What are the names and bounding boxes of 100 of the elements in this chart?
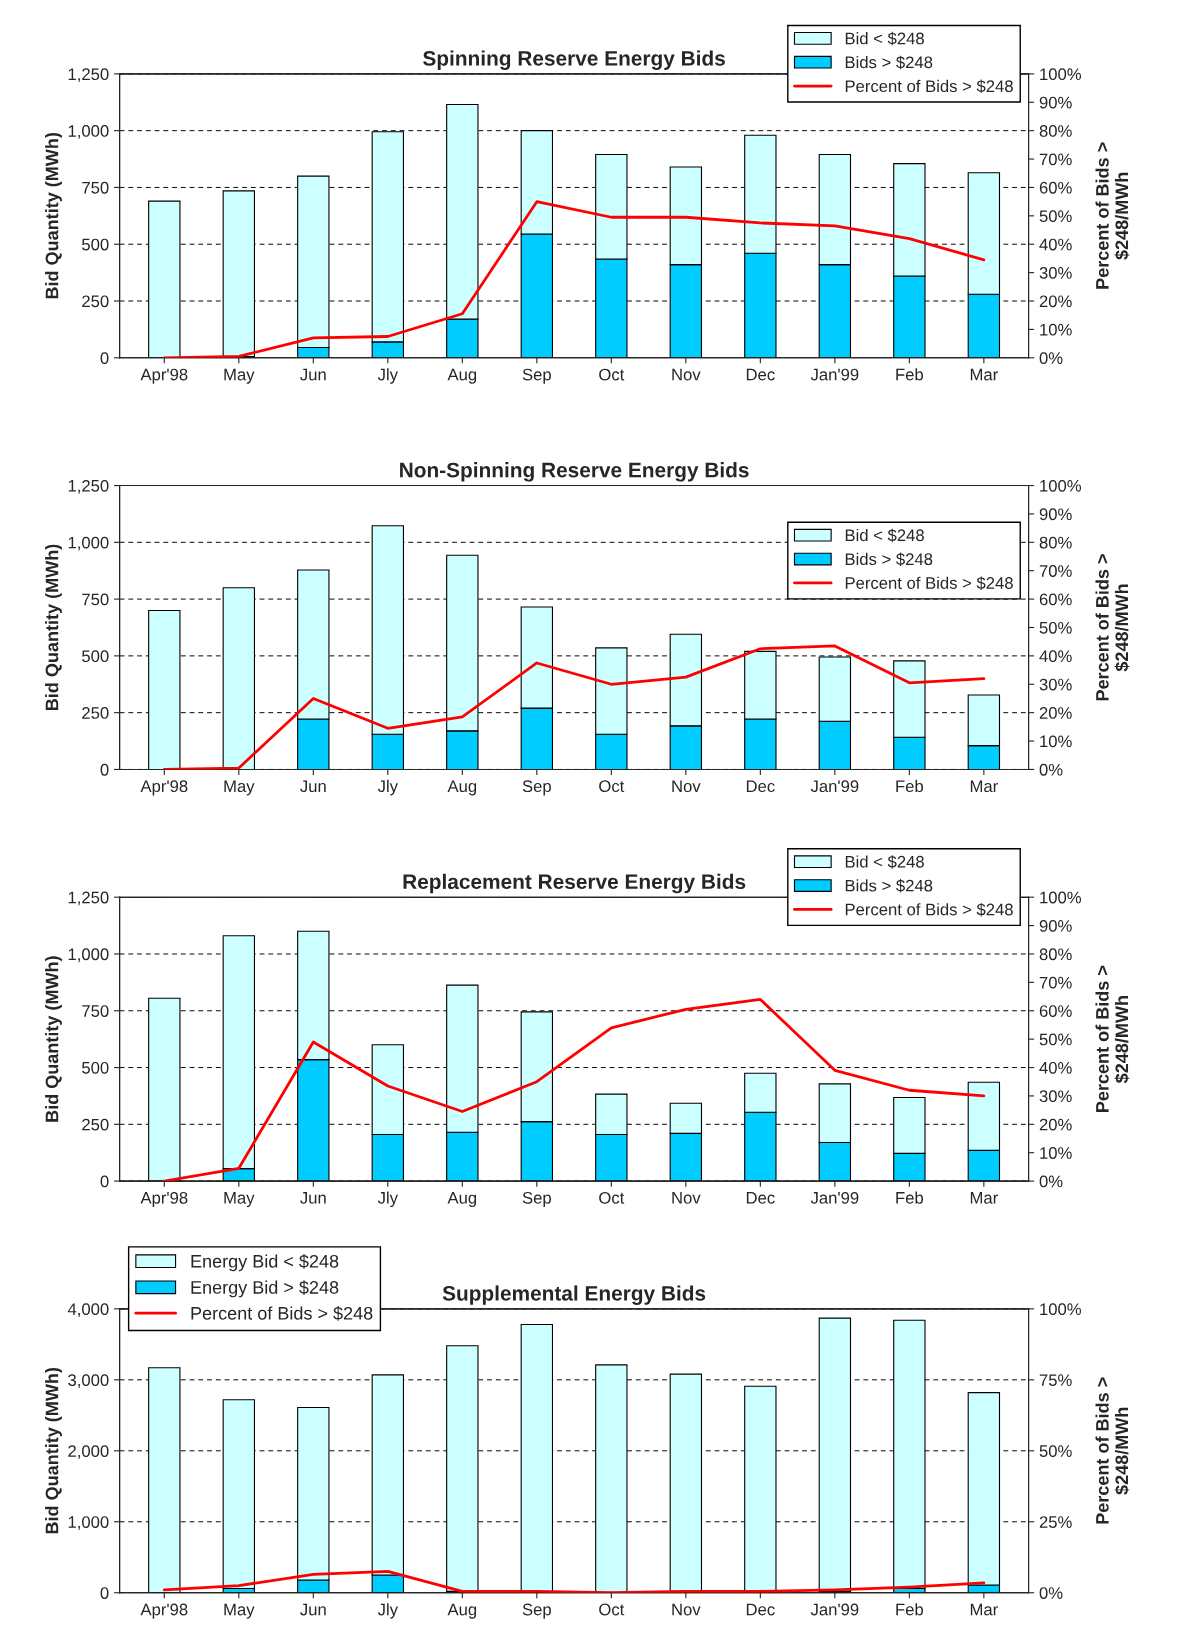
chart-title: Non-Spinning Reserve Energy Bids bbox=[400, 462, 749, 482]
x-tick-label: Jly bbox=[377, 1191, 398, 1208]
y-tick-label: 1,000 bbox=[68, 948, 109, 963]
y2-tick-label: 40% bbox=[1039, 650, 1072, 663]
x-tick-label: Feb bbox=[896, 1603, 924, 1616]
x-tick-label: Oct bbox=[599, 1191, 625, 1204]
y2-tick-label: 90% bbox=[1039, 96, 1072, 109]
y-tick-label: 0 bbox=[100, 352, 109, 364]
y-tick-label: 1,250 bbox=[68, 891, 109, 906]
y-tick-label: 250 bbox=[82, 707, 109, 719]
x-tick-label: May bbox=[224, 780, 255, 796]
y2-tick-label: 60% bbox=[1039, 593, 1072, 606]
x-tick-label: May bbox=[224, 1603, 255, 1619]
y-tick-label: 1,250 bbox=[68, 68, 109, 83]
x-tick-label: Sep bbox=[522, 1191, 551, 1208]
y2-tick-label: 10% bbox=[1040, 735, 1072, 748]
x-tick-label: Apr'98 bbox=[140, 1603, 188, 1619]
y2-tick-label: 80% bbox=[1039, 948, 1072, 961]
x-tick-label: Jly bbox=[377, 779, 398, 796]
x-tick-label: Aug bbox=[447, 1192, 477, 1208]
chart-title: Replacement Reserve Energy Bids bbox=[403, 873, 746, 894]
y2-tick-label: 60% bbox=[1039, 181, 1072, 194]
y2-axis-title: Percent of Bids > $248/MWh bbox=[1095, 965, 1130, 1112]
y2-axis-title: Percent of Bids > $248/MWh bbox=[1095, 142, 1130, 289]
y-tick-label: 750 bbox=[82, 593, 109, 606]
y-tick-label: 1,250 bbox=[68, 479, 109, 494]
x-tick-label: Nov bbox=[672, 368, 701, 381]
x-tick-label: Jun bbox=[300, 1603, 326, 1616]
y-tick-label: 750 bbox=[82, 181, 109, 194]
x-tick-label: Apr'98 bbox=[140, 368, 188, 384]
x-tick-label: Nov bbox=[672, 780, 701, 793]
x-tick-label: Dec bbox=[746, 780, 775, 793]
legend-label: Percent of Bids > $248 bbox=[845, 576, 1013, 590]
legend-label: Bid < $248 bbox=[845, 31, 924, 46]
y2-tick-label: 50% bbox=[1039, 210, 1072, 223]
y2-tick-label: 80% bbox=[1039, 125, 1072, 137]
legend-label: Percent of Bids > $248 bbox=[845, 79, 1013, 94]
x-tick-label: Apr'98 bbox=[140, 780, 188, 796]
legend-label: Energy Bid < $248 bbox=[191, 1254, 339, 1272]
x-tick-label: Feb bbox=[896, 779, 924, 793]
y-tick-label: 3,000 bbox=[68, 1374, 109, 1388]
y2-tick-label: 100% bbox=[1040, 891, 1082, 904]
y2-tick-label: 100% bbox=[1040, 479, 1082, 492]
y-tick-label: 500 bbox=[82, 238, 109, 251]
x-tick-label: Dec bbox=[746, 1192, 775, 1204]
x-tick-label: Mar bbox=[970, 780, 998, 793]
y2-tick-label: 50% bbox=[1039, 1033, 1072, 1046]
y-tick-label: 0 bbox=[100, 1587, 109, 1599]
y2-tick-label: 20% bbox=[1039, 1118, 1072, 1131]
x-tick-label: Jly bbox=[377, 368, 398, 384]
y2-tick-label: 25% bbox=[1039, 1516, 1072, 1528]
y-tick-label: 250 bbox=[82, 295, 109, 308]
x-tick-label: Oct bbox=[599, 368, 625, 381]
legend-label: Percent of Bids > $248 bbox=[845, 902, 1013, 917]
y-tick-label: 500 bbox=[82, 1061, 109, 1074]
y-tick-label: 1,000 bbox=[68, 536, 109, 551]
y2-tick-label: 0% bbox=[1039, 1175, 1063, 1188]
y-tick-label: 750 bbox=[82, 1005, 109, 1017]
y2-tick-label: 10% bbox=[1040, 1147, 1072, 1159]
y-tick-label: 250 bbox=[82, 1118, 109, 1131]
y2-tick-label: 40% bbox=[1039, 1061, 1072, 1074]
y2-axis-title: Percent of Bids > $248/MWh bbox=[1095, 1377, 1130, 1524]
legend-label: Energy Bid > $248 bbox=[191, 1280, 339, 1298]
x-tick-label: Mar bbox=[970, 368, 998, 381]
y-tick-label: 1,000 bbox=[68, 1516, 109, 1530]
legend-label: Percent of Bids > $248 bbox=[191, 1306, 373, 1321]
x-tick-label: Jan'99 bbox=[810, 780, 859, 793]
chart-title: Spinning Reserve Energy Bids bbox=[423, 50, 725, 70]
y-tick-label: 4,000 bbox=[67, 1303, 109, 1318]
y-tick-label: 500 bbox=[82, 650, 109, 663]
y2-tick-label: 70% bbox=[1039, 976, 1072, 989]
y2-tick-label: 75% bbox=[1039, 1374, 1072, 1387]
y-axis-title: Bid Quantity (MWh) bbox=[45, 544, 62, 711]
x-tick-label: Oct bbox=[599, 780, 625, 793]
legend-label: Bid < $248 bbox=[845, 528, 924, 543]
x-tick-label: May bbox=[224, 368, 255, 384]
y-tick-label: 1,000 bbox=[68, 125, 109, 139]
y2-tick-label: 0% bbox=[1039, 1587, 1063, 1599]
x-tick-label: Jun bbox=[300, 368, 326, 381]
x-tick-label: Sep bbox=[522, 780, 551, 796]
x-tick-label: Jun bbox=[300, 1192, 326, 1204]
y2-axis-title: Percent of Bids > $248/MWh bbox=[1095, 554, 1130, 701]
legend-label: Bids > $248 bbox=[845, 879, 933, 893]
x-tick-label: Nov bbox=[672, 1192, 701, 1204]
y2-tick-label: 100% bbox=[1040, 1303, 1082, 1316]
x-tick-label: Dec bbox=[746, 368, 775, 381]
x-tick-label: Aug bbox=[447, 780, 477, 796]
y2-tick-label: 0% bbox=[1039, 763, 1063, 776]
x-tick-label: Nov bbox=[672, 1603, 701, 1616]
y2-tick-label: 70% bbox=[1039, 153, 1072, 166]
y2-tick-label: 70% bbox=[1039, 565, 1072, 577]
y2-tick-label: 90% bbox=[1039, 919, 1072, 932]
y2-tick-label: 20% bbox=[1039, 295, 1072, 308]
y-tick-label: 0 bbox=[100, 1175, 109, 1188]
x-tick-label: Feb bbox=[896, 1191, 924, 1204]
x-tick-label: Sep bbox=[522, 368, 551, 384]
x-tick-label: May bbox=[224, 1192, 255, 1208]
y2-tick-label: 50% bbox=[1039, 1445, 1072, 1457]
y2-tick-label: 0% bbox=[1039, 352, 1063, 364]
x-tick-label: Jan'99 bbox=[810, 1191, 859, 1204]
